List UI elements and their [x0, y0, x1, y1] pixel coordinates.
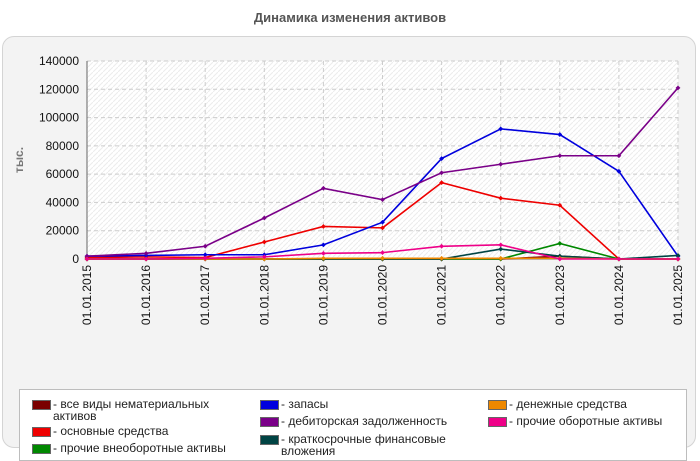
x-tick-label: 01.01.2015 [80, 265, 94, 325]
data-point [675, 85, 681, 91]
legend-item: - дебиторская задолженность [260, 415, 490, 427]
data-point [321, 185, 326, 191]
x-tick-label: 01.01.2019 [316, 265, 330, 325]
data-point [616, 153, 622, 159]
x-tick-label: 01.01.2017 [198, 265, 212, 325]
data-point [557, 202, 563, 208]
legend-swatch [488, 417, 507, 427]
legend-item: - запасы [260, 398, 470, 410]
x-tick-label: 01.01.2024 [612, 265, 626, 325]
data-point [380, 250, 385, 256]
data-point [261, 254, 267, 260]
data-point [498, 242, 504, 248]
data-point [439, 255, 444, 261]
data-point [439, 170, 444, 176]
legend-label: - краткосрочные финансовые вложения [281, 432, 446, 458]
legend-item: - основные средства [32, 425, 242, 437]
data-point [439, 180, 444, 186]
data-point [498, 255, 504, 261]
chart-title: Динамика изменения активов [253, 10, 447, 25]
y-tick-label: 60000 [46, 167, 80, 181]
legend-label: - основные средства [53, 424, 169, 438]
data-point [380, 255, 385, 261]
legend-label: - запасы [281, 397, 329, 411]
legend-swatch [32, 400, 51, 410]
legend-label: - все виды нематериальных активов [53, 397, 210, 423]
y-tick-label: 100000 [39, 111, 79, 125]
legend-item: - краткосрочные финансовые вложения [260, 433, 470, 457]
legend-label: - денежные средства [509, 397, 627, 411]
y-tick-label: 80000 [46, 139, 80, 153]
y-tick-label: 120000 [39, 82, 79, 96]
data-point [498, 195, 504, 201]
data-point [261, 239, 267, 245]
legend-item: - прочие внеоборотные активы [32, 442, 282, 454]
legend-label: - прочие оборотные активы [509, 414, 663, 428]
legend-item: - все виды нематериальных активов [32, 398, 242, 422]
data-point [498, 246, 504, 252]
data-point [498, 126, 504, 132]
legend-swatch [32, 444, 51, 454]
data-point [202, 243, 208, 249]
data-point [321, 250, 326, 256]
data-point [380, 225, 385, 231]
data-point [261, 215, 267, 221]
data-point [675, 253, 681, 258]
data-point [321, 242, 326, 248]
y-axis-label: тыс. [12, 147, 26, 173]
chart-panel: 0 20000 40000 60000 80000 100000 120000 140000 0… [2, 36, 696, 461]
data-point [439, 243, 444, 249]
legend-swatch [260, 435, 279, 445]
plot-area: 0 20000 40000 60000 80000 100000 120000 140000 0… [12, 54, 685, 325]
legend-swatch [488, 400, 507, 410]
data-point [143, 250, 149, 256]
data-point [202, 255, 208, 261]
data-point [321, 255, 326, 261]
legend-item: - прочие оборотные активы [488, 415, 683, 427]
y-tick-label: 140000 [39, 54, 79, 68]
data-point [84, 253, 90, 259]
data-point [380, 219, 385, 225]
legend-swatch [260, 417, 279, 427]
y-tick-label: 40000 [46, 195, 80, 209]
x-tick-label: 01.01.2025 [671, 265, 685, 325]
y-tick-label: 0 [72, 252, 79, 266]
data-point [202, 252, 208, 258]
legend-swatch [32, 427, 51, 437]
data-point [557, 241, 563, 246]
x-tick-label: 01.01.2020 [376, 265, 390, 325]
x-tick-label: 01.01.2023 [553, 265, 567, 325]
x-tick-label: 01.01.2022 [494, 265, 508, 325]
data-point [557, 132, 563, 137]
x-tick-label: 01.01.2021 [435, 265, 449, 325]
data-point [439, 156, 444, 161]
y-tick-label: 20000 [46, 224, 80, 238]
x-tick-label: 01.01.2016 [139, 265, 153, 325]
data-point [321, 224, 326, 229]
data-point [616, 168, 622, 174]
data-point [380, 197, 385, 202]
legend-label: - дебиторская задолженность [281, 414, 448, 428]
legend: - все виды нематериальных активов - осно… [19, 389, 687, 461]
legend-swatch [260, 400, 279, 410]
legend-item: - денежные средства [488, 398, 683, 410]
data-point [498, 161, 504, 167]
x-tick-label: 01.01.2018 [257, 265, 271, 325]
data-point [557, 153, 563, 159]
legend-label: - прочие внеоборотные активы [53, 441, 226, 455]
